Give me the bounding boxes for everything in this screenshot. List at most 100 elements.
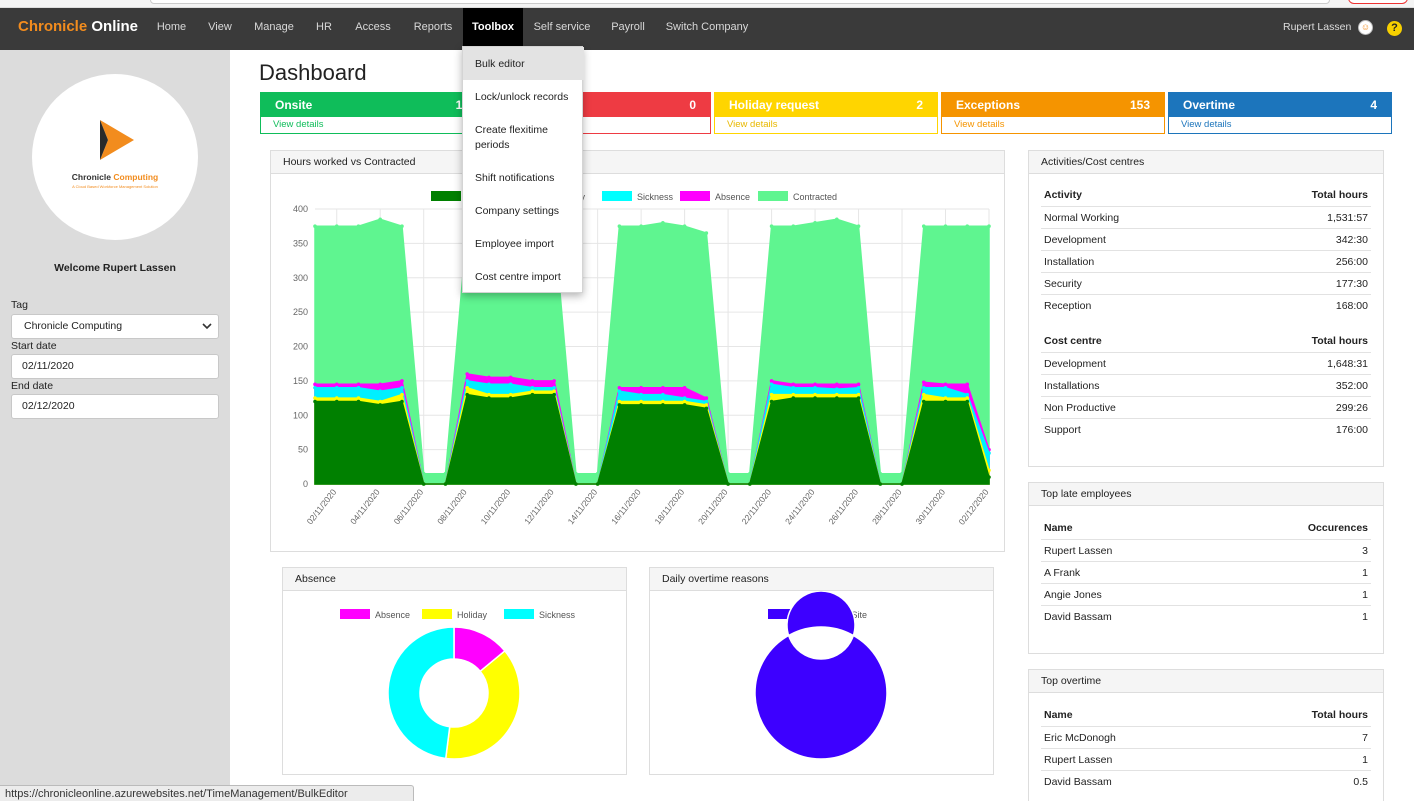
data-point <box>639 399 643 404</box>
nav-toolbox[interactable]: Toolbox <box>463 8 523 48</box>
data-point <box>769 399 774 404</box>
menu-cost-centre-import[interactable]: Cost centre import <box>475 271 561 283</box>
stat-overtime-link[interactable]: View details <box>1181 119 1232 130</box>
nav-payroll[interactable]: Payroll <box>611 21 645 33</box>
table-cell-value: 7 <box>1362 732 1368 744</box>
nav-self-service[interactable]: Self service <box>533 21 591 33</box>
table-row: Non Productive 299:26 <box>1041 396 1371 418</box>
tag-select[interactable]: Chronicle Computing <box>11 314 219 339</box>
table-row: Development 1,648:31 <box>1041 352 1371 374</box>
data-point <box>378 403 383 407</box>
menu-create-flexitime[interactable]: Create flexitime periods <box>475 124 548 151</box>
data-point <box>921 385 926 390</box>
data-point <box>748 471 752 476</box>
data-point <box>965 392 970 397</box>
data-point <box>704 403 709 407</box>
data-point <box>682 224 687 228</box>
menu-shift-notifications[interactable]: Shift notifications <box>475 172 555 184</box>
stat-exceptions-link[interactable]: View details <box>954 119 1005 130</box>
data-point <box>465 372 469 376</box>
activities-title: Activities/Cost centres <box>1029 151 1383 174</box>
stat-holiday-request[interactable]: Holiday request 2 View details <box>714 92 938 134</box>
legend-label: Absence <box>715 192 750 202</box>
table-row: Reception 168:00 <box>1041 294 1371 316</box>
data-point <box>552 379 556 383</box>
legend-swatch <box>602 191 632 201</box>
overtime-reasons-title: Daily overtime reasons <box>650 568 993 591</box>
stat-exceptions[interactable]: Exceptions 153 View details <box>941 92 1165 134</box>
stat-overtime[interactable]: Overtime 4 View details <box>1168 92 1392 134</box>
nav-view[interactable]: View <box>208 21 232 33</box>
legend-label: Contracted <box>793 192 837 202</box>
data-point <box>313 224 317 228</box>
data-point <box>639 392 643 397</box>
table-cell-name: David Bassam <box>1044 611 1112 623</box>
data-point <box>987 224 991 228</box>
menu-lock-unlock[interactable]: Lock/unlock records <box>475 91 569 103</box>
y-tick-label: 350 <box>293 238 308 248</box>
late-table: Name Occurences Rupert Lassen 3 A Frank 1 Angi… <box>1041 517 1371 627</box>
stat-exceptions-label: Exceptions <box>956 98 1021 112</box>
stat-holiday-link[interactable]: View details <box>727 119 778 130</box>
data-point <box>356 385 361 390</box>
data-point <box>987 451 991 455</box>
nav-home[interactable]: Home <box>156 21 187 33</box>
table-cell-value: 3 <box>1362 545 1368 557</box>
address-field[interactable] <box>150 0 1330 4</box>
x-tick-label: 08/11/2020 <box>435 487 469 526</box>
data-point <box>965 399 970 404</box>
data-point <box>943 382 948 387</box>
data-point <box>682 399 687 404</box>
table-row: Rupert Lassen 1 <box>1041 748 1371 770</box>
data-point <box>791 382 796 387</box>
data-point <box>639 403 643 407</box>
logo-tagline: A Cloud Based Workforce Management Solut… <box>72 184 158 189</box>
browser-top-strip <box>0 0 1414 8</box>
stat-overtime-count: 4 <box>1370 98 1377 112</box>
table-header-col2: Total hours <box>1311 709 1368 721</box>
logo-name-part2: Computing <box>113 172 159 182</box>
brand-part2: Online <box>91 18 139 35</box>
table-row: David Bassam 0.5 <box>1041 770 1371 792</box>
menu-employee-import[interactable]: Employee import <box>475 238 554 250</box>
nav-switch-company[interactable]: Switch Company <box>665 21 749 33</box>
data-point <box>595 482 600 486</box>
table-header: Name Occurences <box>1041 517 1371 539</box>
data-point <box>943 399 948 404</box>
data-point <box>378 389 383 393</box>
data-point <box>835 217 839 222</box>
x-tick-label: 28/11/2020 <box>870 487 904 526</box>
late-employees-panel: Top late employees Name Occurences Rupert … <box>1028 482 1384 654</box>
data-point <box>313 396 317 400</box>
brand-logo[interactable]: Chronicle Online <box>18 18 138 35</box>
table-cell-name: David Bassam <box>1044 776 1112 788</box>
legend-swatch <box>422 609 452 619</box>
nav-manage[interactable]: Manage <box>254 21 294 33</box>
data-point <box>487 375 491 380</box>
menu-bulk-editor[interactable]: Bulk editor <box>463 47 584 80</box>
nav-reports[interactable]: Reports <box>413 21 453 33</box>
nav-access[interactable]: Access <box>355 21 391 33</box>
nav-hr[interactable]: HR <box>316 21 332 33</box>
data-point <box>487 396 491 400</box>
user-name[interactable]: Rupert Lassen <box>1283 21 1352 33</box>
browser-pill[interactable] <box>1348 0 1408 4</box>
table-row: Development 342:30 <box>1041 228 1371 250</box>
donut-slice <box>754 591 888 760</box>
table-cell-name: Rupert Lassen <box>1044 754 1113 766</box>
menu-company-settings[interactable]: Company settings <box>475 205 560 217</box>
stat-onsite[interactable]: Onsite 13 View details <box>260 92 484 134</box>
stat-holiday-count: 2 <box>916 98 923 112</box>
data-point <box>921 399 926 404</box>
chevron-down-icon <box>202 315 212 347</box>
stat-onsite-link[interactable]: View details <box>273 119 324 130</box>
table-row: Support 176:00 <box>1041 418 1371 440</box>
hours-worked-title: Hours worked vs Contracted <box>271 151 1004 174</box>
table-row: Angie Jones 1 <box>1041 583 1371 605</box>
table-cell-name: Rupert Lassen <box>1044 545 1113 557</box>
data-point <box>530 392 535 397</box>
help-icon[interactable]: ? <box>1387 21 1402 36</box>
end-date-input[interactable]: 02/12/2020 <box>11 394 219 419</box>
user-avatar-icon[interactable]: ☺ <box>1358 20 1373 35</box>
start-date-input[interactable]: 02/11/2020 <box>11 354 219 379</box>
